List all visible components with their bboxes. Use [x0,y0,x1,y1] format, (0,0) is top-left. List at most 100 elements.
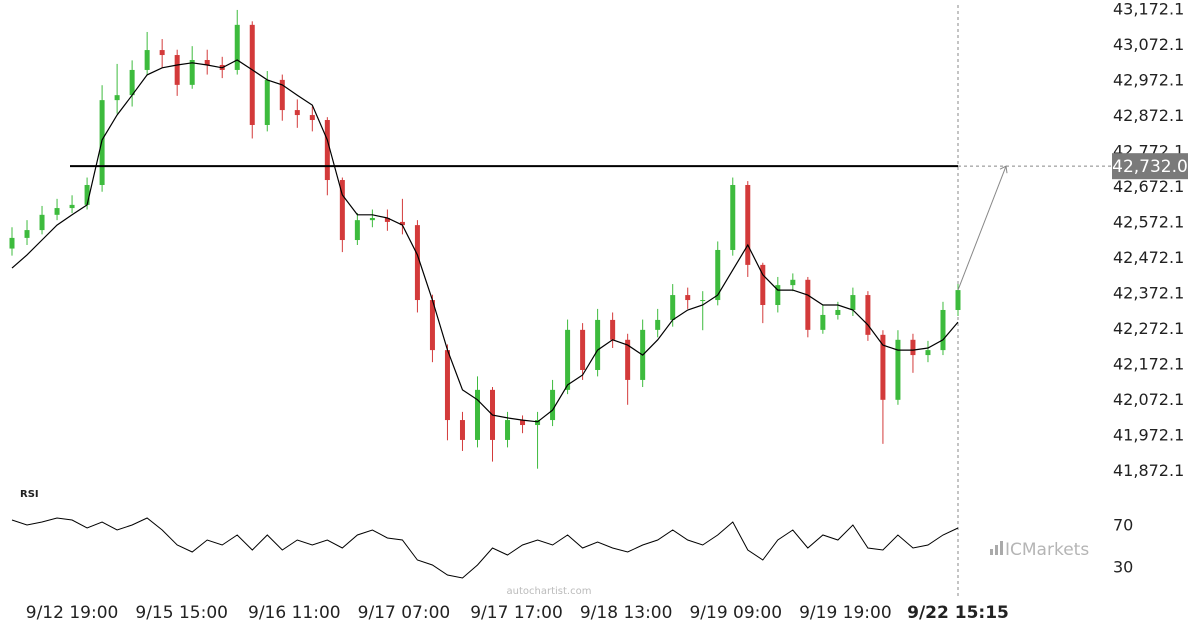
candle-body [234,24,240,70]
y-tick-label: 42,272.1 [1113,319,1184,338]
candle [414,220,420,313]
x-tick-label: 9/18 13:00 [580,603,673,623]
candle-body [204,60,210,65]
y-tick-label: 41,872.1 [1113,461,1184,480]
candle-body [895,339,901,400]
candle-body [850,295,856,310]
candle [324,117,330,196]
candle [685,287,691,309]
candle-body [159,50,165,56]
candle [925,340,931,363]
y-tick-label: 42,972.1 [1113,70,1184,89]
x-tick-label: 9/15 15:00 [135,603,228,623]
candle-body [54,208,60,215]
candle [550,379,556,427]
candle-body [535,420,541,426]
candle-body [880,334,886,400]
candle [520,415,526,434]
candle-body [910,339,916,356]
candle [745,181,751,277]
candle [9,227,15,256]
candle-body [700,300,706,302]
candle [700,291,706,331]
candle-body [745,184,751,265]
candle-body [760,264,766,306]
candle [39,205,45,235]
candle [580,323,586,380]
candle [249,21,255,139]
candle-body [9,237,15,249]
rsi-line [11,517,959,579]
x-tick-label: 9/22 15:15 [907,603,1009,623]
candle [895,330,901,405]
candle [805,276,811,338]
candle-body [730,184,736,250]
candle [174,49,180,96]
x-tick-label: 9/17 17:00 [470,603,563,623]
candle [54,198,60,221]
candle [880,330,886,444]
candle-body [414,225,420,301]
candle-body [354,220,360,241]
candle [429,294,435,363]
moving-average [11,59,959,423]
candle-body [459,420,465,440]
candle-body [249,24,255,125]
y-tick-label: 42,172.1 [1113,354,1184,373]
candle [610,312,616,348]
candle-body [369,218,375,221]
candle-body [129,69,135,96]
y-tick-label: 42,572.1 [1113,212,1184,231]
candle-body [655,319,661,330]
candle [189,46,195,89]
candle [159,39,165,68]
x-tick-label: 9/19 19:00 [799,603,892,623]
candle-body [610,319,616,340]
candle [399,198,405,235]
candle [144,31,150,75]
candle [99,85,105,192]
watermark: autochartist.com [507,586,592,597]
candle [850,287,856,317]
rsi-label: RSI [20,489,39,500]
candle [940,301,946,356]
candle [204,49,210,75]
x-tick-label: 9/17 07:00 [358,603,451,623]
x-tick-label: 9/16 11:00 [248,603,341,623]
candle-body [324,120,330,181]
candle [775,276,781,313]
candle [474,376,480,448]
candle-body [865,295,871,335]
candle-body [955,290,961,310]
candle-body [279,79,285,111]
candle-body [940,309,946,351]
candle-body [685,295,691,301]
rsi-tick-label: 70 [1113,515,1133,534]
candle-body [264,79,270,125]
candle-body [925,350,931,356]
x-tick-label: 9/12 19:00 [26,603,119,623]
candle-body [24,230,30,238]
candle-body [805,279,811,330]
candle-body [189,60,195,85]
y-tick-label: 42,472.1 [1113,248,1184,267]
candle-body [444,350,450,421]
level-label: 42,732.0 [1112,157,1188,177]
y-tick-label: 42,072.1 [1113,390,1184,409]
candle-body [820,314,826,330]
candle [339,177,345,253]
candle [730,177,736,256]
candle-body [625,339,631,380]
rsi-tick-label: 30 [1113,557,1133,576]
logo-bar [995,545,998,555]
candle [444,344,450,441]
candle [24,220,30,245]
candle [234,9,240,75]
arrow-head [999,165,1008,174]
y-tick-label: 42,372.1 [1113,283,1184,302]
y-tick-label: 42,672.1 [1113,177,1184,196]
candle [655,308,661,338]
candle-body [84,184,90,205]
candle [114,63,120,114]
